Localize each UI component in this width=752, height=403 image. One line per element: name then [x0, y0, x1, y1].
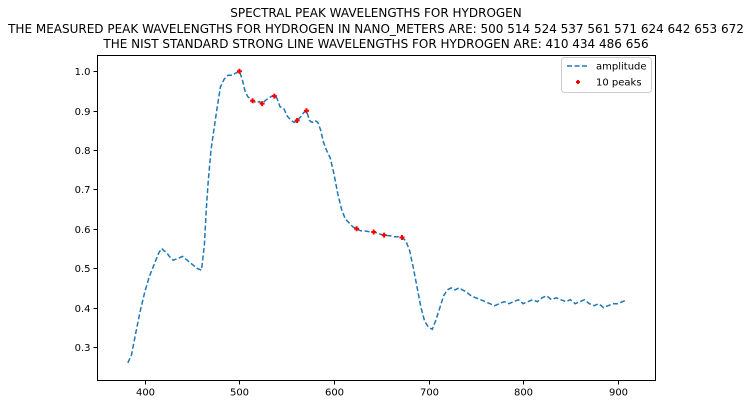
y-tick-label: 0.9 [75, 107, 91, 118]
x-tick-label: 900 [609, 388, 628, 399]
y-tick-label: 0.6 [75, 225, 91, 236]
x-tick-label: 400 [136, 388, 155, 399]
peak-marker [250, 98, 256, 104]
peak-marker [399, 235, 405, 240]
peak-marker [371, 229, 377, 235]
legend-peaks-label: 10 peaks [596, 78, 642, 89]
y-tick-label: 0.3 [75, 343, 91, 354]
peak-marker [304, 108, 309, 114]
x-tick-label: 600 [325, 388, 344, 399]
y-tick-label: 0.5 [75, 264, 91, 275]
peak-marker [271, 93, 277, 99]
chart-subtitle-nist: THE NIST STANDARD STRONG LINE WAVELENGTH… [102, 37, 648, 51]
peak-marker [381, 232, 387, 238]
x-tick-label: 700 [420, 388, 439, 399]
peak-marker [236, 68, 242, 74]
amplitude-line [127, 70, 628, 364]
chart-title: SPECTRAL PEAK WAVELENGTHS FOR HYDROGEN [230, 6, 522, 20]
legend-amplitude-label: amplitude [596, 62, 647, 73]
peak-marker [259, 101, 265, 107]
y-tick-label: 0.8 [75, 146, 91, 157]
x-axis-ticks: 400 500 600 700 800 900 [136, 380, 628, 399]
x-tick-label: 800 [514, 388, 533, 399]
plot-series [127, 68, 628, 364]
y-tick-label: 1.0 [75, 67, 91, 78]
peak-marker [294, 118, 300, 123]
y-tick-label: 0.7 [75, 185, 91, 196]
y-tick-label: 0.4 [75, 304, 91, 315]
chart-subtitle-measured: THE MEASURED PEAK WAVELENGTHS FOR HYDROG… [7, 22, 744, 36]
x-tick-label: 500 [230, 388, 249, 399]
plot-frame [97, 55, 656, 381]
y-axis-ticks: 0.3 0.4 0.5 0.6 0.7 0.8 0.9 1.0 [75, 67, 98, 354]
peak-marker [354, 226, 360, 232]
legend: amplitude 10 peaks [561, 57, 652, 93]
legend-peaks-swatch [576, 80, 580, 84]
